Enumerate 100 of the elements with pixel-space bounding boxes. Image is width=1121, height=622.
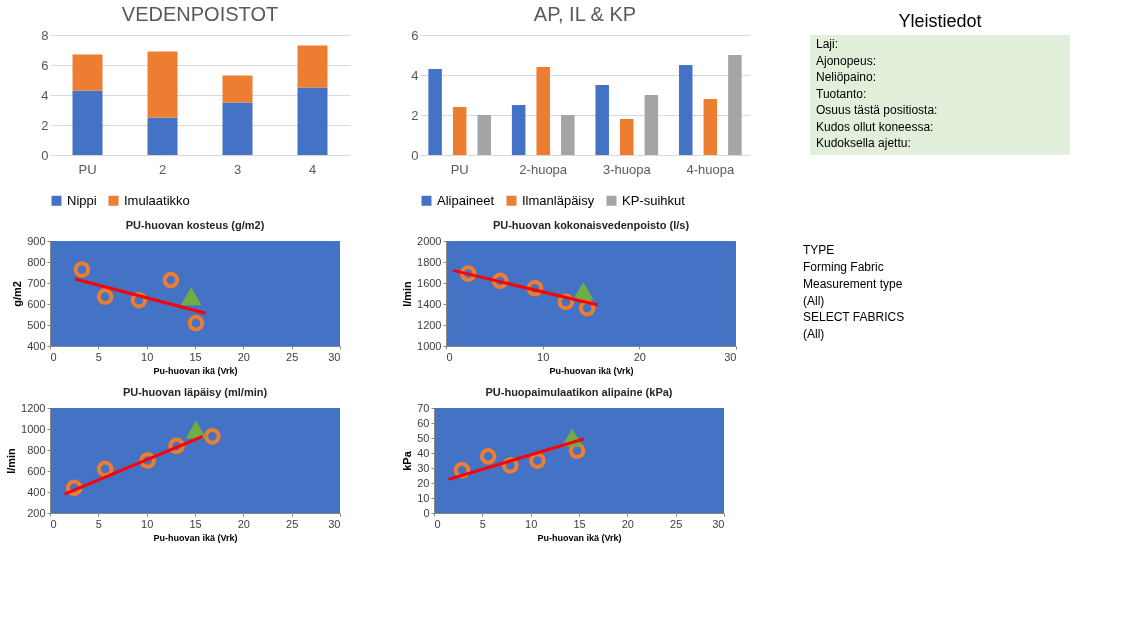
point [162, 271, 180, 289]
y-axis-title: l/min [5, 447, 18, 474]
y-tick-label: 60 [417, 416, 430, 429]
text: Tuotanto: [816, 86, 867, 101]
bar [297, 87, 328, 155]
y-tick-label: 4 [41, 87, 49, 103]
y-tick-label: 800 [27, 255, 46, 268]
x-tick-label: 15 [189, 350, 202, 363]
bar [452, 107, 467, 155]
legend-label: Ilmanläpäisy [522, 192, 595, 208]
legend-label: Imulaatikko [124, 192, 190, 208]
x-tick-label: 5 [95, 350, 102, 363]
y-tick-label: 1200 [417, 318, 442, 331]
y-tick-label: 200 [27, 506, 46, 519]
y-tick-label: 10 [417, 491, 430, 504]
x-tick-label: 4-huopa [686, 161, 735, 177]
x-tick-label: 5 [95, 517, 102, 530]
y-tick-label: 1000 [417, 339, 442, 352]
y-axis-title: l/min [401, 280, 414, 307]
bar [72, 90, 103, 155]
y-tick-label: 500 [27, 318, 46, 331]
point [186, 421, 206, 439]
x-tick-label: 2 [158, 161, 167, 177]
x-axis-title: Pu-huovan ikä (Vrk) [153, 532, 238, 543]
x-tick-label: 30 [724, 350, 737, 363]
point [96, 288, 114, 305]
y-tick-label: 400 [27, 339, 46, 352]
point [96, 460, 114, 478]
text: (All) [803, 327, 825, 342]
bar [297, 45, 328, 88]
point [568, 442, 586, 460]
y-tick-label: 0 [41, 147, 49, 163]
point [204, 428, 221, 445]
text: (All) [803, 293, 825, 308]
y-tick-label: 900 [27, 234, 46, 247]
legend-label: KP-suihkut [622, 192, 686, 208]
y-tick-label: 400 [27, 485, 46, 498]
x-tick-label: 25 [286, 350, 299, 363]
bar [703, 99, 718, 155]
x-tick-label: 0 [50, 350, 57, 363]
y-axis-title: kPa [401, 450, 414, 471]
x-tick-label: 15 [189, 517, 202, 530]
x-tick-label: 2-huopa [519, 161, 568, 177]
y-tick-label: 2 [411, 107, 419, 123]
point [181, 288, 201, 306]
y-tick-label: 700 [27, 276, 46, 289]
bar [536, 67, 550, 155]
x-tick-label: 15 [573, 517, 586, 530]
x-tick-label: 20 [633, 350, 646, 363]
legend-label: Alipaineet [437, 192, 495, 208]
x-tick-label: 10 [537, 350, 550, 363]
point [529, 452, 546, 469]
point [479, 447, 497, 465]
y-axis-title: g/m2 [11, 281, 24, 307]
x-axis-title: Pu-huovan ikä (Vrk) [549, 365, 634, 376]
y-tick-label: 8 [41, 27, 49, 43]
bar [728, 55, 742, 155]
bar [561, 115, 575, 155]
bar [147, 117, 178, 155]
text: Measurement type [803, 276, 903, 291]
bar [644, 95, 659, 155]
point [187, 314, 205, 332]
y-tick-label: 600 [27, 464, 46, 477]
chart-title: PU-huopaimulaatikon alipaine (kPa) [485, 386, 673, 398]
text: Laji: [816, 37, 839, 51]
chart-title: PU-huovan läpäisy (ml/min) [122, 386, 268, 398]
point [73, 261, 91, 278]
text: Forming Fabric [803, 259, 884, 274]
bar [222, 75, 253, 103]
bar [620, 119, 634, 155]
x-tick-label: 4 [308, 161, 317, 177]
x-tick-label: PU [450, 161, 469, 177]
y-tick-label: 50 [417, 431, 430, 444]
x-tick-label: 30 [712, 517, 725, 530]
y-tick-label: 600 [27, 297, 46, 310]
x-tick-label: 25 [286, 517, 299, 530]
x-tick-label: 3 [233, 161, 242, 177]
y-tick-label: 4 [411, 67, 419, 83]
x-tick-label: 0 [446, 350, 453, 363]
y-tick-label: 30 [417, 461, 430, 474]
x-tick-label: 20 [237, 350, 250, 363]
bar [595, 85, 609, 155]
x-tick-label: 10 [525, 517, 538, 530]
x-tick-label: 20 [621, 517, 634, 530]
x-tick-label: 5 [479, 517, 486, 530]
y-tick-label: 2000 [417, 234, 442, 247]
legend-label: Nippi [67, 192, 97, 208]
text: Ajonopeus: [816, 53, 877, 68]
y-tick-label: 2 [41, 117, 49, 133]
y-tick-label: 20 [417, 476, 430, 489]
text: Neliöpaino: [816, 70, 877, 85]
text: Kudoksella ajettu: [816, 136, 911, 151]
chart-title: AP, IL & KP [533, 3, 637, 25]
x-tick-label: 0 [50, 517, 57, 530]
y-tick-label: 40 [417, 446, 430, 459]
chart-title: PU-huovan kosteus (g/m2) [125, 219, 265, 231]
text: Yleistiedot [898, 11, 982, 31]
bar [222, 102, 253, 155]
y-tick-label: 6 [411, 27, 419, 43]
y-tick-label: 1600 [417, 276, 442, 289]
